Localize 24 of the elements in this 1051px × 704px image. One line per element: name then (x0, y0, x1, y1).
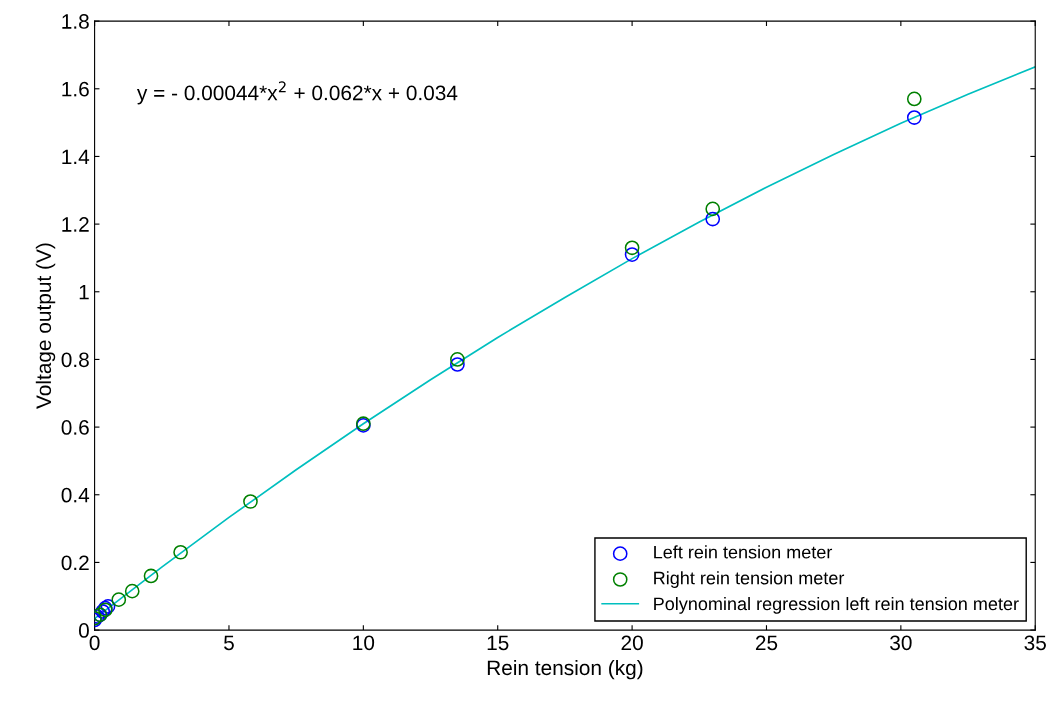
y-axis-title: Voltage output (V) (35, 243, 56, 409)
y-tick-label: 1.6 (62, 81, 89, 97)
x-tick-label: 15 (487, 635, 509, 651)
annotation: y = - 0.00044*x$^{2}$ + 0.062*x + 0.034 (136, 81, 458, 105)
legend-label: Left rein tension meter (654, 545, 833, 559)
x-tick-label: 35 (1024, 635, 1046, 651)
legend-label: Right rein tension meter (654, 571, 845, 588)
y-tick-label: 1.4 (62, 149, 90, 164)
x-tick-label: 25 (755, 635, 778, 651)
x-tick-label: 20 (621, 635, 643, 651)
x-tick-label: 30 (890, 635, 912, 651)
y-tick-label: 0.6 (61, 420, 89, 435)
y-tick-label: 1 (79, 284, 89, 300)
x-tick-label: 0 (89, 635, 100, 651)
x-tick-label: 5 (224, 635, 234, 651)
y-tick-label: 0.4 (61, 487, 90, 503)
y-tick-label: 0 (78, 623, 89, 638)
y-tick-label: 1.8 (62, 14, 89, 29)
x-axis-title: Rein tension (kg) (487, 659, 643, 680)
y-tick-label: 0.2 (61, 555, 89, 571)
y-tick-label: 1.2 (62, 217, 89, 232)
legend-label: Polynominal regression left rein tension meter (654, 597, 1019, 614)
y-tick-label: 0.8 (61, 352, 89, 368)
x-tick-label: 10 (353, 635, 375, 651)
